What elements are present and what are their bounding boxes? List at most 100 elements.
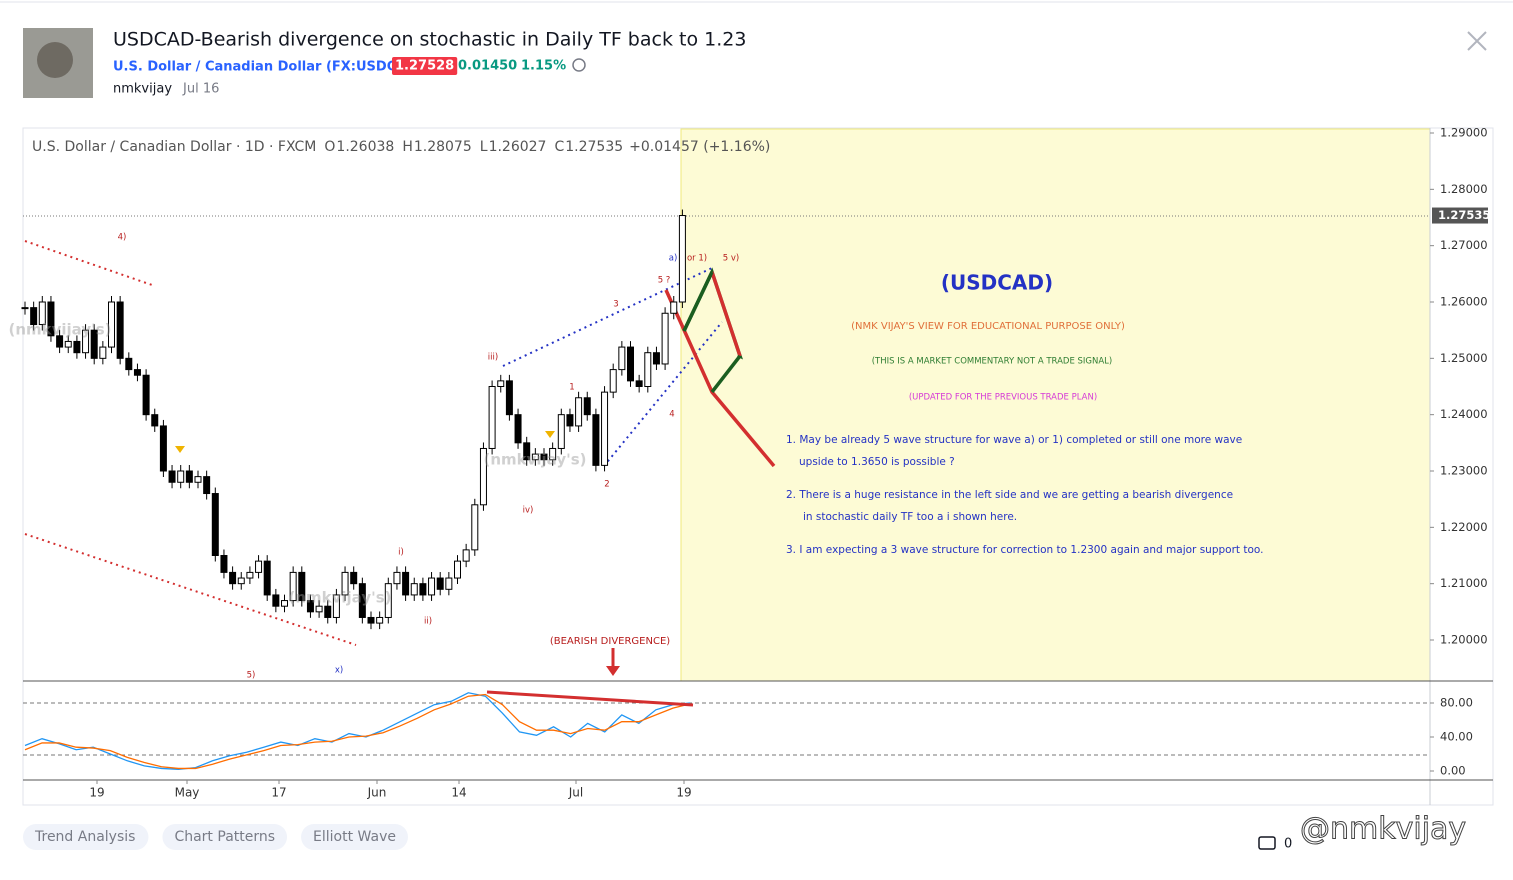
commentary-update: (UPDATED FOR THE PREVIOUS TRADE PLAN) <box>909 393 1097 403</box>
y-tick-label: 1.27000 <box>1440 238 1488 252</box>
candle <box>185 470 193 483</box>
marker <box>175 446 185 453</box>
legend-item: +0.01457 (+1.16%) <box>629 139 770 155</box>
candle <box>64 340 72 348</box>
commentary-note: upside to 1.3650 is possible ? <box>799 456 955 468</box>
candle <box>21 307 29 310</box>
y-tick-label: 80.00 <box>1440 696 1473 710</box>
candle <box>419 583 427 596</box>
x-tick-label: 19 <box>676 786 691 800</box>
candle <box>125 357 133 371</box>
y-tick-label: 1.25000 <box>1440 351 1488 365</box>
stoch-line <box>24 693 691 770</box>
candle <box>445 577 453 590</box>
symbol-link[interactable]: U.S. Dollar / Canadian Dollar (FX:USDCAD… <box>113 60 423 75</box>
candle <box>393 571 401 585</box>
candle <box>644 352 652 388</box>
wave-label: 3 <box>613 300 618 310</box>
candle <box>462 549 470 562</box>
legend-item: H <box>402 139 413 155</box>
candle <box>436 577 444 590</box>
y-tick-label: 1.24000 <box>1440 407 1488 421</box>
candle <box>246 571 254 579</box>
x-tick-label: Jun <box>367 786 387 800</box>
commentary-heading: (USDCAD) <box>941 271 1053 295</box>
y-tick-label: 1.28000 <box>1440 182 1488 196</box>
candle <box>592 414 600 466</box>
tag-label: Trend Analysis <box>34 829 135 845</box>
candle <box>315 605 323 613</box>
candle <box>30 307 38 326</box>
candle <box>609 369 617 393</box>
price: 1.27528 <box>395 59 454 74</box>
wave-label: 5 v) <box>723 254 739 264</box>
wave-label: a) <box>669 254 678 264</box>
wave-label: i) <box>398 548 404 558</box>
legend-item: 1.26038 <box>336 139 394 155</box>
marker <box>545 431 555 438</box>
candle <box>428 577 436 596</box>
legend-item: O <box>324 139 335 155</box>
candle <box>99 346 107 359</box>
legend-item: U.S. Dollar / Canadian Dollar · 1D · FXC… <box>32 139 316 155</box>
wedge-line <box>502 267 713 367</box>
candle <box>618 346 626 371</box>
commentary-note: in stochastic daily TF too a i shown her… <box>803 511 1017 523</box>
price-badge <box>392 57 458 75</box>
candle <box>211 493 219 556</box>
close-button[interactable] <box>1467 31 1487 51</box>
candle <box>108 301 115 348</box>
candle <box>229 571 237 585</box>
tag[interactable] <box>23 824 149 850</box>
y-tick-label: 1.26000 <box>1440 295 1488 309</box>
commentary-disclaimer: (THIS IS A MARKET COMMENTARY NOT A TRADE… <box>872 357 1113 367</box>
candle <box>678 215 686 303</box>
candle <box>332 594 340 618</box>
wave-label: 5) <box>247 671 256 681</box>
tag[interactable] <box>301 824 408 850</box>
candle <box>151 414 159 427</box>
candle <box>324 605 332 618</box>
stoch-line <box>24 692 691 770</box>
comment-icon[interactable] <box>1258 836 1276 850</box>
candle <box>177 470 185 483</box>
date: Jul 16 <box>182 82 219 97</box>
candle <box>523 442 531 461</box>
candle <box>220 555 228 573</box>
candle <box>601 391 609 466</box>
wave-label: 4 <box>669 410 674 420</box>
candle <box>479 447 487 506</box>
candle <box>497 380 505 388</box>
wave-label: (BEARISH DIVERGENCE) <box>550 636 670 647</box>
x-tick-label: Jul <box>568 786 583 800</box>
wave-label: or 1) <box>687 254 707 264</box>
candle <box>237 577 245 585</box>
candle <box>38 301 46 326</box>
watermark: (nmkvijay's) <box>288 589 391 607</box>
tag[interactable] <box>162 824 288 850</box>
candle <box>272 594 280 607</box>
candle <box>670 301 678 314</box>
candle <box>566 414 574 427</box>
candle <box>47 301 55 337</box>
arrow-head <box>606 666 620 676</box>
candle <box>402 571 410 596</box>
divergence-line <box>486 690 694 707</box>
y-tick-label: 40.00 <box>1440 730 1473 744</box>
alert-icon[interactable] <box>572 58 586 72</box>
legend-item: 1.27535 <box>565 139 623 155</box>
wave-label: 4) <box>118 233 127 243</box>
watermark: (nmkvijay's) <box>483 451 586 469</box>
y-tick-label: 0.00 <box>1440 764 1466 778</box>
x-tick-label: 17 <box>271 786 286 800</box>
candle <box>549 447 557 461</box>
y-tick-label: 1.23000 <box>1440 464 1488 478</box>
candle <box>367 616 375 624</box>
y-tick-label: 1.29000 <box>1440 126 1488 140</box>
change-pct: 1.15% <box>521 59 566 74</box>
commentary-note: 3. I am expecting a 3 wave structure for… <box>786 544 1263 556</box>
candle <box>263 560 271 596</box>
candle <box>82 329 90 354</box>
tags: Trend Analysis Chart Patterns Elliott Wave <box>23 824 408 850</box>
author[interactable]: nmkvijay <box>113 82 172 97</box>
